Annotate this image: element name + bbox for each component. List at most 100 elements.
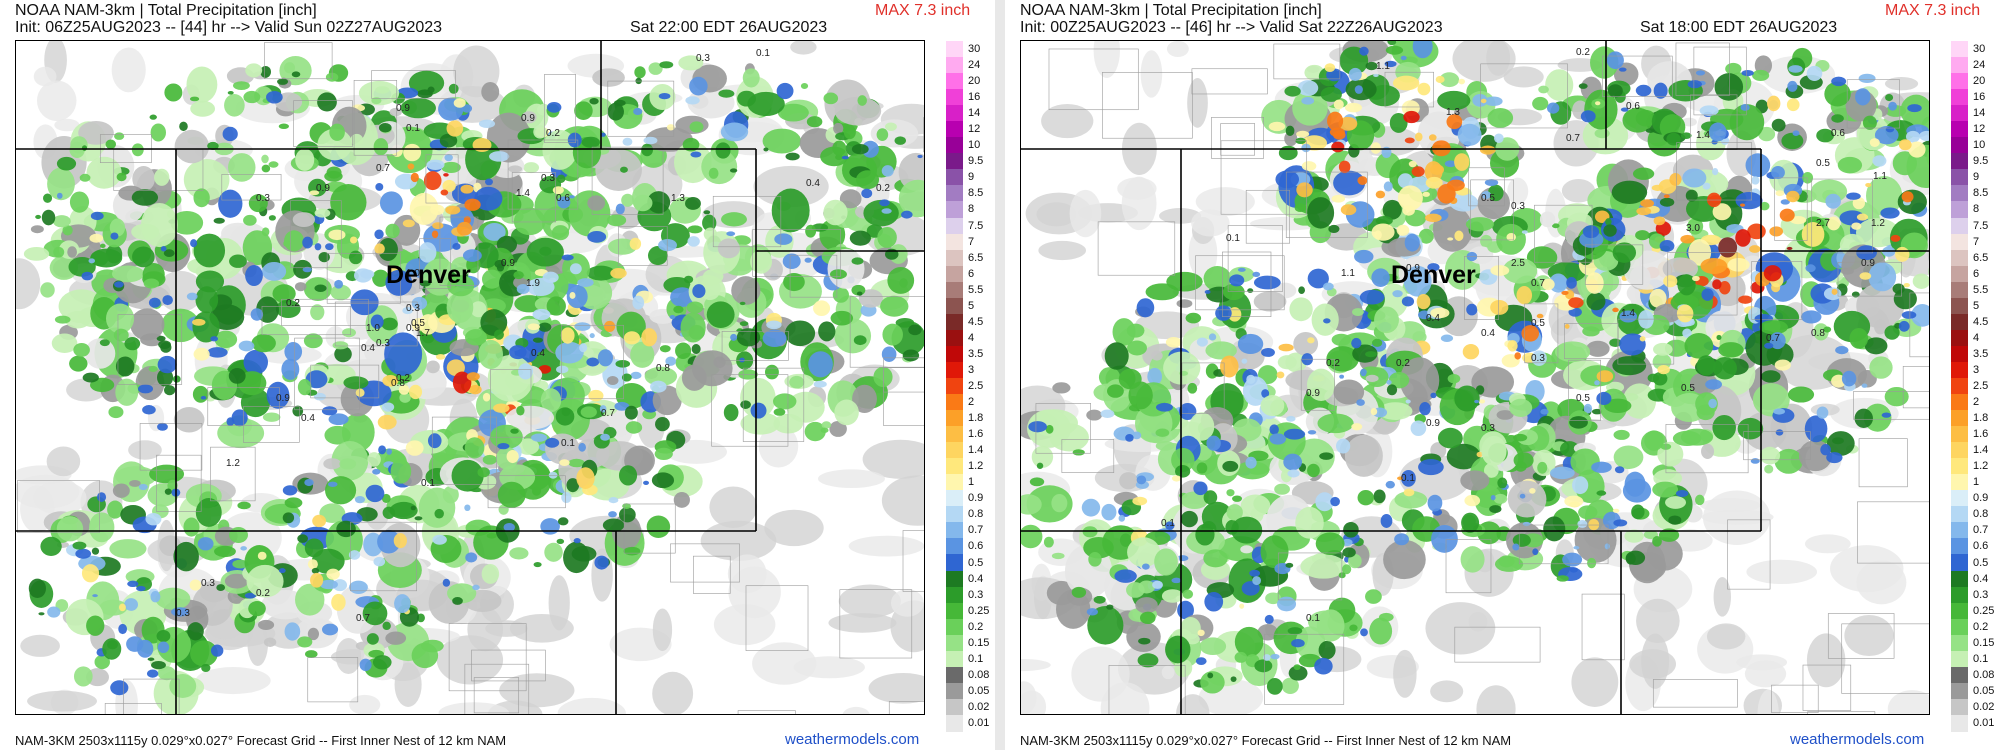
county-boundary: [1245, 189, 1291, 244]
legend-label: 0.08: [1973, 668, 1995, 681]
drizzle-area: [1430, 680, 1464, 703]
precip-cell: [374, 243, 385, 255]
legend-swatch: [946, 442, 963, 460]
precip-cell: [279, 56, 312, 86]
drizzle-area: [20, 634, 60, 657]
precip-cell: [1465, 217, 1494, 232]
precip-cell: [1712, 414, 1736, 441]
legend-label: 6.5: [1973, 251, 1989, 264]
precip-cell: [295, 583, 325, 616]
precip-cell: [329, 123, 345, 141]
county-boundary: [591, 146, 664, 215]
precip-cell: [571, 545, 597, 562]
precip-cell: [381, 317, 398, 331]
drizzle-area: [16, 258, 41, 310]
precip-cell: [1788, 65, 1803, 73]
precip-cell: [28, 578, 46, 599]
precip-cell: [1155, 428, 1170, 437]
init-time: Init: 06Z25AUG2023 -- [44] hr --> Valid …: [15, 19, 443, 36]
precip-cell: [1725, 62, 1742, 75]
precip-cell: [1856, 283, 1905, 329]
precip-cell: [1392, 75, 1420, 91]
precip-cell: [427, 86, 435, 94]
drizzle-area: [1806, 633, 1846, 688]
precip-cell: [1490, 265, 1510, 276]
precip-cell: [213, 217, 225, 224]
legend-swatch: [946, 169, 963, 187]
precip-cell: [43, 193, 53, 203]
precip-cell: [426, 159, 445, 171]
precip-cell: [1835, 346, 1849, 355]
precip-cell: [379, 191, 403, 215]
precip-cell: [1884, 386, 1909, 407]
legend-swatch: [946, 217, 963, 235]
source-link[interactable]: weathermodels.com: [1790, 731, 1925, 748]
precip-cell: [163, 249, 175, 258]
precip-cell: [1659, 197, 1675, 207]
county-boundary: [1285, 171, 1368, 238]
precip-cell: [334, 345, 352, 363]
precip-cell: [1330, 496, 1340, 507]
drizzle-area: [1452, 41, 1516, 82]
precip-cell: [295, 148, 315, 171]
legend-swatch: [1951, 361, 1968, 379]
grid-footer: NAM-3KM 2503x1115y 0.029°x0.027° Forecas…: [15, 733, 507, 748]
county-boundary: [1061, 439, 1115, 473]
precip-cell: [861, 140, 879, 158]
precip-cell: [1846, 192, 1861, 200]
precip-cell: [147, 657, 155, 661]
precip-cell: [56, 192, 63, 199]
precip-cell: [1653, 216, 1666, 226]
precip-cell: [1865, 176, 1903, 216]
value-label: 0.9: [501, 258, 515, 269]
precip-cell: [174, 129, 210, 164]
precip-cell: [1297, 80, 1319, 96]
value-label: 0.2: [256, 588, 270, 599]
legend-swatch: [1951, 506, 1968, 524]
precip-cell: [1137, 653, 1159, 668]
legend-swatch: [946, 682, 963, 700]
precip-cell: [78, 120, 114, 145]
precip-cell: [1545, 69, 1574, 101]
precip-cell: [1333, 379, 1365, 405]
legend-swatch: [1951, 522, 1968, 540]
precip-cell: [1139, 611, 1156, 625]
precip-cell: [1386, 384, 1398, 396]
precip-cell: [690, 151, 702, 158]
precip-cell: [1640, 199, 1655, 208]
drizzle-area: [1746, 559, 1818, 585]
precip-cell: [506, 405, 555, 430]
precip-cell: [718, 89, 735, 98]
precip-cell: [654, 447, 673, 460]
source-link[interactable]: weathermodels.com: [785, 731, 920, 748]
county-boundary: [607, 80, 675, 137]
precip-cell: [1749, 245, 1761, 253]
precip-cell: [1702, 182, 1711, 190]
precip-cell: [1275, 170, 1300, 189]
precip-cell: [464, 198, 481, 211]
precip-cell: [1295, 626, 1326, 660]
drizzle-area: [1503, 66, 1544, 88]
county-boundary: [123, 678, 180, 714]
precip-cell: [1301, 97, 1315, 105]
precip-cell: [73, 666, 93, 687]
value-label: 0.2: [286, 298, 300, 309]
precip-cell: [548, 471, 558, 479]
precip-cell: [1301, 143, 1311, 153]
precip-cell: [1165, 635, 1191, 664]
precip-cell: [650, 380, 667, 393]
precip-cell: [823, 199, 848, 226]
drizzle-area: [557, 697, 626, 714]
precip-cell: [1072, 449, 1085, 456]
precip-cell: [1197, 629, 1205, 637]
county-boundary: [207, 387, 280, 426]
county-boundary: [221, 174, 282, 201]
legend-label: 0.05: [1973, 684, 1995, 697]
precip-cell: [1820, 444, 1831, 456]
precip-cell: [434, 508, 444, 519]
precip-cell: [1612, 242, 1637, 263]
county-boundary: [712, 195, 782, 248]
precip-cell: [1645, 128, 1655, 133]
precip-cell: [560, 327, 575, 344]
precip-cell: [190, 640, 218, 667]
